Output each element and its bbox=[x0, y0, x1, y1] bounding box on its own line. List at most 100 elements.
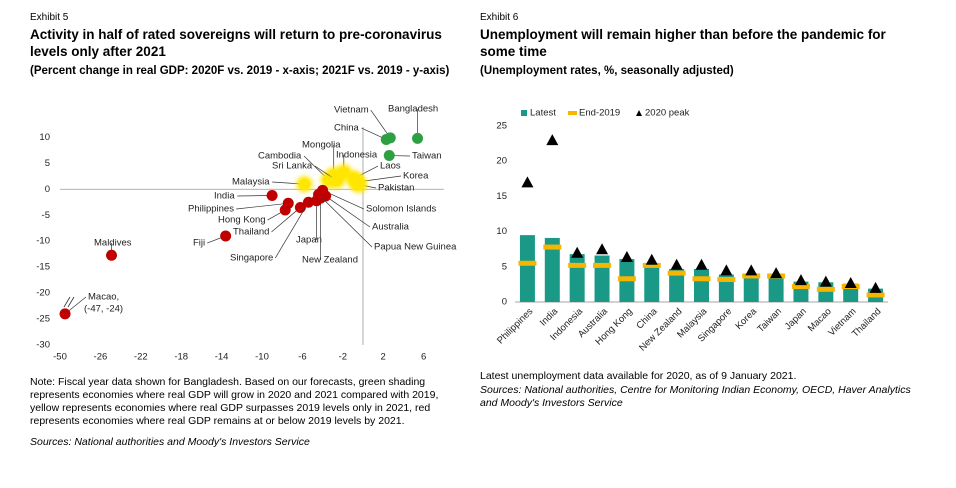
leader-line bbox=[237, 195, 273, 197]
point bbox=[331, 174, 343, 186]
point-label: Cambodia bbox=[258, 151, 302, 162]
axis-break bbox=[67, 296, 75, 308]
triangle-marker bbox=[695, 258, 708, 270]
y-tick-label: 25 bbox=[496, 121, 507, 132]
triangle-marker bbox=[745, 264, 758, 276]
dash-marker bbox=[543, 244, 562, 250]
point-label: Bangladesh bbox=[388, 104, 438, 115]
triangle-marker bbox=[794, 274, 807, 286]
x-tick-label: Philippines bbox=[495, 306, 535, 346]
bar bbox=[743, 275, 759, 302]
y-tick-label: 5 bbox=[45, 158, 50, 169]
bar bbox=[519, 235, 535, 302]
x-tick-label: -2 bbox=[339, 352, 347, 363]
chart-subtitle: (Percent change in real GDP: 2020F vs. 2… bbox=[30, 65, 450, 77]
point-label: India bbox=[214, 191, 235, 202]
legend-swatch bbox=[521, 110, 527, 116]
x-tick-label: -18 bbox=[174, 352, 188, 363]
legend-label: End-2019 bbox=[579, 108, 620, 119]
bar bbox=[768, 275, 784, 302]
point-label: Taiwan bbox=[412, 151, 442, 162]
y-tick-label: -30 bbox=[36, 340, 50, 351]
y-tick-label: 10 bbox=[39, 132, 50, 143]
y-tick-label: -20 bbox=[36, 288, 50, 299]
note: Note: Fiscal year data shown for Banglad… bbox=[30, 376, 439, 427]
triangle-marker bbox=[844, 276, 857, 288]
x-tick-label: -50 bbox=[53, 352, 67, 363]
y-tick-label: -25 bbox=[36, 314, 50, 325]
point-label: Macao, bbox=[88, 292, 119, 303]
point-label: Thailand bbox=[233, 227, 269, 238]
point-label: Sri Lanka bbox=[272, 161, 313, 172]
x-tick-label: -22 bbox=[134, 352, 148, 363]
triangle-marker bbox=[869, 281, 882, 293]
point-label: Indonesia bbox=[336, 150, 378, 161]
triangle-marker bbox=[720, 264, 733, 276]
point bbox=[266, 190, 278, 202]
point bbox=[220, 230, 232, 242]
y-tick-label: 20 bbox=[496, 156, 507, 167]
y-tick-label: -15 bbox=[36, 262, 50, 273]
point-label: Laos bbox=[380, 161, 401, 172]
legend-swatch bbox=[568, 111, 577, 115]
y-tick-label: -5 bbox=[42, 210, 50, 221]
chart-title: Activity in half of rated sovereigns wil… bbox=[30, 27, 442, 59]
exhibit: Exhibit 5 bbox=[30, 12, 69, 23]
point bbox=[383, 150, 395, 162]
legend-label: 2020 peak bbox=[645, 108, 690, 119]
point-label: Papua New Guinea bbox=[374, 242, 457, 253]
dash-marker bbox=[742, 273, 761, 279]
bar bbox=[544, 237, 560, 302]
point bbox=[412, 132, 424, 144]
y-tick-label: 5 bbox=[502, 261, 507, 272]
dash-marker bbox=[568, 262, 587, 268]
x-tick-label: Japan bbox=[783, 306, 809, 332]
dash-marker bbox=[791, 284, 810, 290]
x-tick-label: Taiwan bbox=[755, 306, 784, 335]
point bbox=[106, 249, 118, 261]
leader-line bbox=[236, 202, 289, 210]
leader-line bbox=[318, 194, 373, 248]
dash-marker bbox=[642, 262, 661, 268]
y-tick-label: 0 bbox=[502, 297, 507, 308]
triangle-marker bbox=[596, 243, 609, 255]
note: Latest unemployment data available for 2… bbox=[480, 370, 797, 382]
point bbox=[59, 308, 71, 320]
bar bbox=[694, 268, 709, 302]
point-label: Vietnam bbox=[334, 105, 369, 116]
chart-subtitle: (Unemployment rates, %, seasonally adjus… bbox=[480, 65, 734, 77]
exhibit: Exhibit 6 bbox=[480, 12, 519, 23]
triangle-marker bbox=[546, 134, 559, 146]
triangle-marker bbox=[571, 246, 584, 258]
x-tick-label: -10 bbox=[255, 352, 269, 363]
point-label: China bbox=[334, 123, 360, 134]
x-tick-label: -6 bbox=[298, 352, 306, 363]
dash-marker bbox=[593, 262, 612, 268]
point-label: Philippines bbox=[188, 204, 234, 215]
x-tick-label: 6 bbox=[421, 352, 426, 363]
dash-marker bbox=[518, 260, 537, 266]
x-tick-label: -26 bbox=[94, 352, 108, 363]
point-label: Singapore bbox=[230, 253, 273, 264]
triangle-marker bbox=[770, 267, 783, 279]
y-tick-label: 15 bbox=[496, 191, 507, 202]
x-tick-label: -14 bbox=[215, 352, 229, 363]
point-label: Australia bbox=[372, 222, 410, 233]
dash-marker bbox=[692, 276, 711, 282]
point bbox=[298, 178, 310, 190]
y-tick-label: 0 bbox=[45, 184, 50, 195]
dash-marker bbox=[866, 292, 885, 298]
triangle-marker bbox=[645, 253, 658, 265]
dash-marker bbox=[717, 276, 736, 282]
bar bbox=[569, 254, 585, 302]
point bbox=[279, 204, 291, 216]
dash-marker bbox=[667, 270, 686, 276]
point-label: Korea bbox=[403, 171, 429, 182]
point-label: New Zealand bbox=[302, 255, 358, 266]
point bbox=[353, 179, 365, 191]
dash-marker bbox=[617, 276, 636, 282]
legend-swatch bbox=[636, 110, 642, 116]
leader-line bbox=[325, 195, 371, 228]
